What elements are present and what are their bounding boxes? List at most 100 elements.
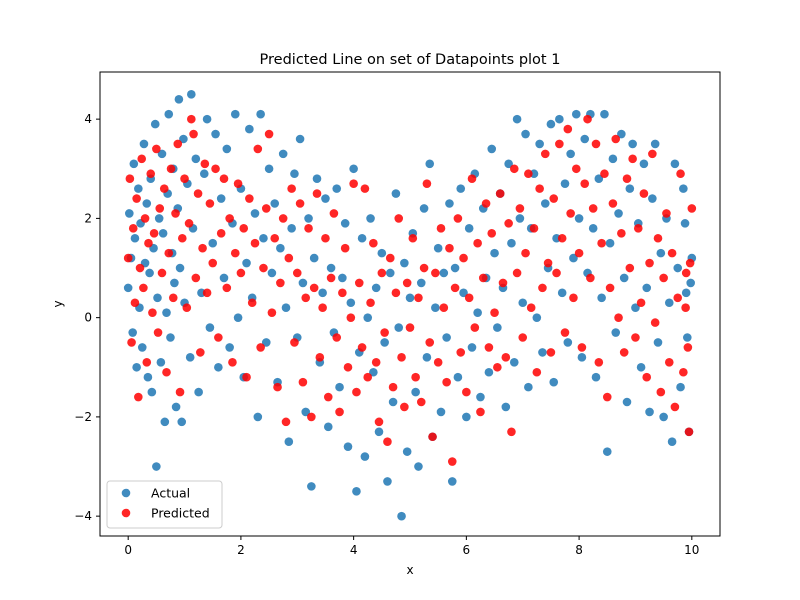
point-actual-107 — [366, 214, 375, 223]
point-predicted-138 — [481, 199, 491, 208]
point-predicted-7 — [135, 263, 145, 273]
point-actual-123 — [411, 387, 420, 397]
point-predicted-109 — [400, 402, 409, 412]
point-actual-149 — [484, 367, 494, 377]
point-predicted-40 — [205, 199, 215, 208]
point-actual-211 — [659, 412, 668, 422]
point-predicted-17 — [153, 328, 163, 337]
point-predicted-157 — [535, 184, 544, 193]
point-actual-177 — [563, 338, 573, 347]
point-actual-161 — [518, 298, 528, 308]
point-predicted-57 — [253, 144, 263, 154]
point-actual-17 — [147, 387, 157, 397]
legend: Actual Predicted — [106, 480, 223, 529]
point-predicted-13 — [146, 169, 156, 179]
point-actual-55 — [219, 273, 229, 283]
point-actual-30 — [166, 333, 175, 342]
point-actual-204 — [639, 159, 649, 169]
point-actual-19 — [150, 119, 160, 129]
point-actual-135 — [445, 199, 454, 208]
point-predicted-116 — [419, 263, 429, 273]
point-predicted-90 — [346, 313, 356, 322]
point-predicted-134 — [470, 323, 480, 332]
point-predicted-80 — [318, 303, 327, 313]
point-predicted-44 — [216, 228, 226, 238]
point-actual-66 — [250, 209, 260, 218]
point-predicted-213 — [683, 343, 693, 352]
point-predicted-67 — [281, 417, 291, 427]
point-predicted-156 — [532, 367, 542, 377]
point-predicted-168 — [566, 209, 575, 218]
point-predicted-179 — [597, 238, 606, 248]
point-actual-207 — [648, 194, 657, 203]
point-actual-39 — [179, 134, 188, 144]
point-actual-0 — [123, 283, 133, 293]
point-predicted-35 — [193, 189, 203, 198]
point-actual-210 — [656, 248, 666, 258]
point-actual-126 — [419, 204, 429, 213]
point-actual-156 — [504, 159, 513, 169]
point-actual-106 — [363, 313, 373, 322]
point-actual-14 — [143, 372, 153, 382]
point-actual-85 — [304, 214, 313, 223]
point-predicted-147 — [507, 427, 516, 437]
point-actual-73 — [270, 199, 280, 208]
point-predicted-16 — [152, 144, 161, 154]
point-actual-71 — [264, 164, 274, 174]
point-actual-121 — [405, 293, 415, 303]
point-predicted-54 — [245, 194, 254, 203]
point-predicted-18 — [155, 204, 165, 213]
point-predicted-21 — [162, 367, 171, 377]
point-actual-128 — [425, 159, 435, 169]
point-predicted-73 — [298, 377, 308, 387]
point-predicted-22 — [164, 248, 174, 258]
point-predicted-127 — [450, 283, 460, 293]
point-actual-194 — [611, 328, 621, 337]
point-actual-157 — [507, 238, 516, 248]
point-predicted-172 — [577, 343, 587, 352]
point-actual-201 — [631, 303, 640, 313]
point-predicted-185 — [614, 313, 623, 322]
point-actual-104 — [357, 233, 367, 243]
point-predicted-87 — [338, 288, 347, 298]
point-predicted-198 — [650, 318, 660, 327]
point-actual-29 — [164, 109, 174, 119]
point-predicted-174 — [583, 114, 592, 124]
point-predicted-88 — [340, 243, 350, 253]
point-actual-21 — [153, 293, 162, 303]
point-predicted-64 — [273, 382, 282, 392]
point-actual-50 — [205, 323, 215, 332]
point-predicted-51 — [236, 268, 246, 278]
point-predicted-140 — [487, 228, 497, 238]
point-actual-68 — [256, 109, 265, 119]
point-predicted-164 — [555, 139, 564, 149]
point-actual-57 — [225, 343, 234, 352]
point-predicted-23 — [166, 164, 176, 174]
point-actual-127 — [422, 353, 432, 362]
point-predicted-89 — [343, 362, 353, 372]
axis-ticks: 0 2 4 6 8 10 −4 −2 0 2 4 — [74, 112, 699, 557]
point-predicted-118 — [425, 338, 435, 347]
point-predicted-0 — [123, 253, 133, 263]
point-actual-118 — [397, 511, 406, 521]
point-actual-193 — [608, 154, 618, 164]
point-actual-176 — [560, 179, 570, 188]
point-predicted-19 — [157, 268, 167, 278]
point-predicted-154 — [526, 303, 536, 313]
point-predicted-210 — [684, 427, 694, 437]
point-actual-109 — [371, 283, 381, 293]
point-predicted-159 — [540, 149, 550, 159]
point-actual-120 — [402, 447, 412, 456]
point-actual-98 — [340, 219, 350, 228]
x-tick-label-0: 0 — [124, 543, 132, 557]
point-predicted-182 — [605, 283, 615, 293]
point-actual-92 — [323, 422, 333, 432]
point-actual-217 — [676, 382, 685, 392]
point-actual-60 — [233, 313, 243, 322]
point-predicted-188 — [622, 174, 632, 183]
point-predicted-181 — [602, 392, 612, 402]
point-actual-91 — [321, 194, 330, 203]
point-predicted-152 — [521, 248, 530, 258]
point-predicted-155 — [529, 224, 539, 233]
